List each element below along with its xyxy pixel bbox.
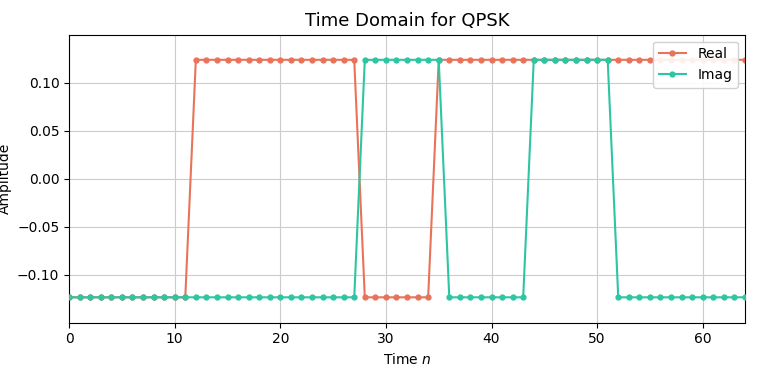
- Line: Imag: Imag: [67, 57, 747, 300]
- Real: [740, 58, 750, 62]
- Imag: [424, 58, 433, 62]
- Real: [424, 295, 433, 300]
- Real: [233, 58, 243, 62]
- X-axis label: Time $n$: Time $n$: [382, 352, 432, 367]
- Real: [276, 58, 285, 62]
- Imag: [656, 295, 665, 300]
- Imag: [740, 295, 750, 300]
- Imag: [360, 58, 369, 62]
- Imag: [65, 295, 74, 300]
- Imag: [265, 295, 274, 300]
- Real: [656, 58, 665, 62]
- Imag: [719, 295, 728, 300]
- Imag: [349, 295, 359, 300]
- Imag: [223, 295, 232, 300]
- Real: [191, 58, 200, 62]
- Real: [360, 295, 369, 300]
- Title: Time Domain for QPSK: Time Domain for QPSK: [305, 12, 509, 30]
- Line: Real: Real: [67, 57, 747, 300]
- Real: [65, 295, 74, 300]
- Legend: Real, Imag: Real, Imag: [653, 41, 738, 88]
- Real: [719, 58, 728, 62]
- Y-axis label: Amplitude: Amplitude: [0, 143, 12, 214]
